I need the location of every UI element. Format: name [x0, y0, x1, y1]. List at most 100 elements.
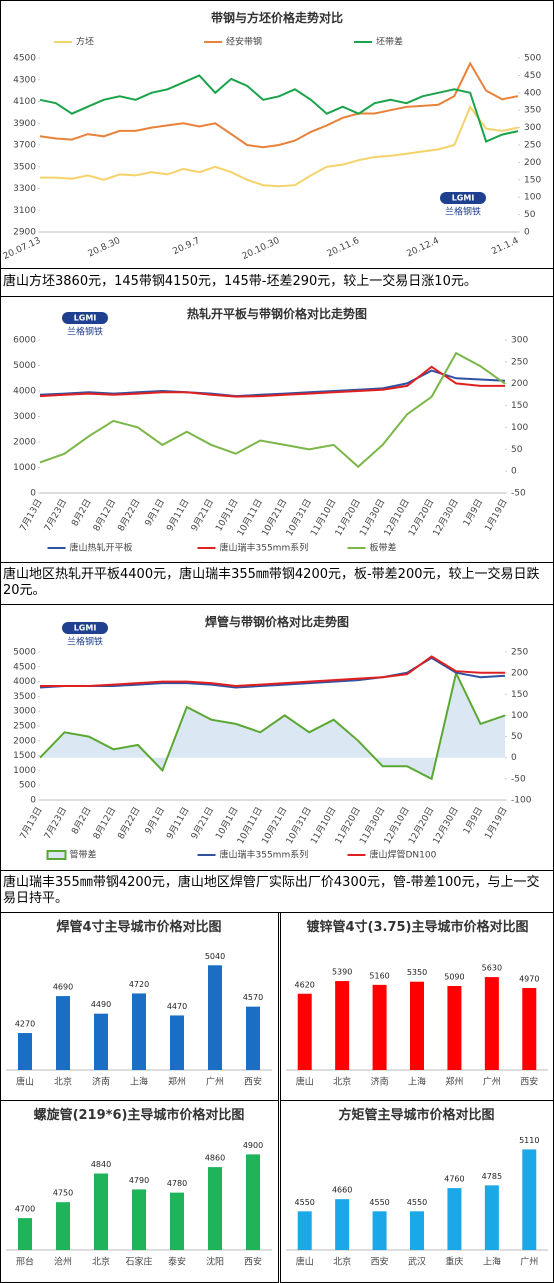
- y-tick-label: 3300: [13, 184, 36, 194]
- bar: [410, 981, 424, 1070]
- y2-tick-label: 250: [524, 141, 541, 151]
- value-label: 4550: [407, 1198, 427, 1207]
- x-tick-label: 1月9日: [461, 805, 485, 836]
- value-label: 4550: [369, 1198, 389, 1207]
- x-tick-label: 8月2日: [69, 497, 93, 528]
- x-tick-label: 20.9.7: [171, 236, 201, 257]
- y2-tick-label: -100: [511, 796, 532, 806]
- line: [40, 655, 505, 688]
- x-tick-label: 8月12日: [91, 497, 118, 533]
- x-tick-label: 7月13日: [18, 497, 45, 533]
- bar: [132, 1189, 146, 1250]
- value-label: 4790: [129, 1176, 149, 1185]
- x-tick-label: 1月9日: [461, 497, 485, 528]
- value-label: 4570: [243, 993, 263, 1002]
- y2-tick-label: 50: [524, 210, 536, 220]
- value-label: 4470: [167, 1002, 187, 1011]
- area: [40, 673, 505, 779]
- x-tick-label: 20.11.6: [326, 236, 362, 260]
- x-tick-label: 1月19日: [483, 497, 510, 533]
- y2-tick-label: 400: [524, 88, 541, 98]
- logo-box: [440, 192, 486, 204]
- bar: [56, 996, 70, 1070]
- value-label: 4780: [167, 1179, 187, 1188]
- value-label: 4490: [91, 1000, 111, 1009]
- y2-tick-label: 0: [511, 467, 517, 477]
- line: [39, 61, 519, 149]
- value-label: 5630: [482, 964, 502, 973]
- y-tick-label: 2500: [13, 722, 36, 732]
- x-tick-label: 唐山: [296, 1076, 314, 1088]
- bar: [170, 1015, 184, 1070]
- value-label: 4750: [53, 1189, 73, 1198]
- caption: 唐山方坯3860元，145带钢4150元，145带-坯差290元，较上一交易日涨…: [3, 274, 477, 289]
- x-tick-label: 郑州: [445, 1076, 463, 1088]
- x-tick-label: 20.8.30: [87, 236, 123, 260]
- bar: [447, 1188, 462, 1250]
- value-label: 4900: [243, 1141, 263, 1150]
- bar: [208, 965, 222, 1070]
- value-label: 4620: [295, 980, 315, 989]
- chart-title: 热轧开平板与带钢价格对比走势图: [186, 307, 367, 321]
- x-tick-label: 8月22日: [116, 805, 143, 841]
- y-tick-label: 5000: [13, 648, 36, 658]
- x-tick-label: 8月12日: [91, 805, 118, 841]
- y2-tick-label: 200: [511, 379, 528, 389]
- bar: [170, 1192, 184, 1250]
- x-tick-label: 郑州: [168, 1076, 186, 1088]
- x-tick-label: 唐山: [296, 1256, 314, 1268]
- x-tick-label: 20.10.30: [241, 236, 282, 262]
- y2-tick-label: 100: [511, 711, 528, 721]
- y2-tick-label: 0: [511, 753, 517, 763]
- bar: [18, 1218, 32, 1250]
- y-tick-label: 3900: [13, 119, 36, 129]
- x-tick-label: 10月1日: [213, 497, 240, 533]
- y2-tick-label: 500: [524, 54, 541, 64]
- y-tick-label: 500: [19, 781, 36, 791]
- x-tick-label: 7月23日: [42, 497, 69, 533]
- value-label: 4550: [295, 1198, 315, 1207]
- panel-border: [280, 1100, 554, 1283]
- y2-tick-label: 150: [511, 690, 528, 700]
- logo-name: 兰格钢铁: [67, 636, 103, 648]
- y-tick-label: 0: [30, 796, 36, 806]
- legend-label: 唐山热轧开平板: [70, 542, 133, 554]
- y2-tick-label: -50: [511, 774, 526, 784]
- y2-tick-label: 50: [511, 732, 523, 742]
- x-tick-label: 邢台: [16, 1256, 34, 1268]
- x-tick-label: 9月21日: [189, 805, 216, 841]
- y-tick-label: 4500: [13, 662, 36, 672]
- x-tick-label: 北京: [333, 1256, 351, 1268]
- x-tick-label: 7月13日: [18, 805, 45, 841]
- bar: [94, 1013, 108, 1070]
- y-tick-label: 3000: [13, 412, 36, 422]
- y2-tick-label: 250: [511, 357, 528, 367]
- x-tick-label: 重庆: [445, 1256, 463, 1268]
- x-tick-label: 上海: [483, 1256, 501, 1268]
- bar: [484, 1185, 499, 1250]
- x-tick-label: 广州: [483, 1076, 501, 1088]
- value-label: 4785: [482, 1172, 502, 1181]
- y2-tick-label: 200: [524, 158, 541, 168]
- logo-name: 兰格钢铁: [445, 206, 481, 218]
- bar: [335, 1199, 350, 1250]
- logo-mark: LGMI: [74, 624, 97, 633]
- logo-box: [62, 622, 108, 634]
- bar: [94, 1173, 108, 1250]
- x-tick-label: 8月22日: [116, 497, 143, 533]
- y2-tick-label: 100: [524, 193, 541, 203]
- y2-tick-label: 300: [511, 336, 528, 346]
- value-label: 4760: [444, 1175, 464, 1184]
- x-tick-label: 9月21日: [189, 497, 216, 533]
- chart-title: 螺旋管(219*6)主导城市价格对比图: [33, 1108, 245, 1123]
- bar: [297, 993, 312, 1070]
- y-tick-label: 1500: [13, 751, 36, 761]
- y-tick-label: 1000: [13, 766, 36, 776]
- value-label: 5040: [205, 952, 225, 961]
- y2-tick-label: 450: [524, 71, 541, 81]
- logo-name: 兰格钢铁: [67, 326, 103, 338]
- value-label: 4720: [129, 980, 149, 989]
- value-label: 4700: [15, 1205, 35, 1214]
- value-label: 5390: [332, 968, 352, 977]
- bar: [522, 987, 537, 1070]
